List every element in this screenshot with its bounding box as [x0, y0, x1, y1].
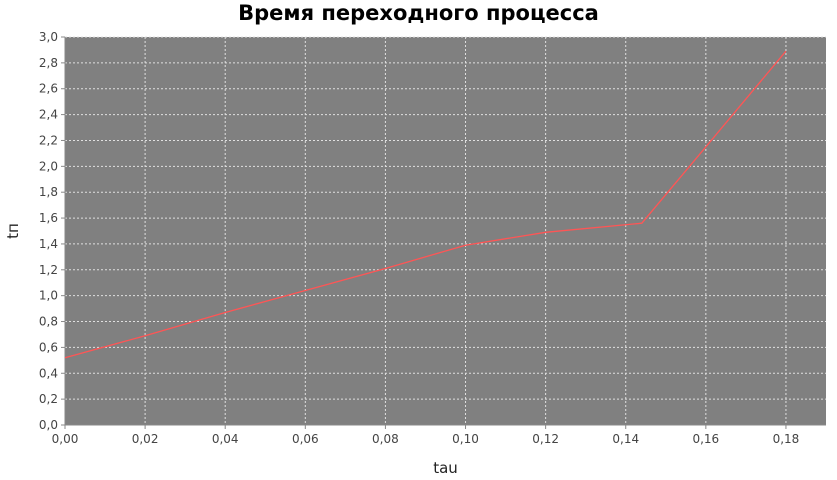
- y-tick-label: 0,6: [39, 340, 58, 354]
- grid-lines: [65, 36, 826, 425]
- x-tick-label: 0,14: [612, 432, 639, 446]
- x-tick-label: 0,06: [292, 432, 319, 446]
- y-tick-label: 2,8: [39, 56, 58, 70]
- y-tick-label: 0,2: [39, 392, 58, 406]
- plot-area: [65, 37, 826, 425]
- y-tick-label: 0,0: [39, 418, 58, 432]
- x-tick-label: 0,10: [452, 432, 479, 446]
- y-tick-label: 1,0: [39, 289, 58, 303]
- series-layer: [64, 50, 787, 359]
- y-tick-label: 0,8: [39, 315, 58, 329]
- x-tick-label: 0,18: [773, 432, 800, 446]
- x-tick-label: 0,00: [52, 432, 79, 446]
- chart-title: Время переходного процесса: [238, 1, 599, 25]
- x-tick-label: 0,16: [692, 432, 719, 446]
- y-tick-label: 2,4: [39, 108, 58, 122]
- series-line: [64, 50, 787, 359]
- y-tick-label: 1,8: [39, 185, 58, 199]
- x-tick-label: 0,12: [532, 432, 559, 446]
- x-axis-label: tau: [433, 459, 458, 477]
- y-tick-label: 2,6: [39, 82, 58, 96]
- y-tick-label: 2,0: [39, 159, 58, 173]
- y-tick-label: 3,0: [39, 30, 58, 44]
- y-tick-label: 0,4: [39, 366, 58, 380]
- y-tick-label: 1,4: [39, 237, 58, 251]
- x-tick-label: 0,04: [212, 432, 239, 446]
- y-axis-label: tп: [4, 223, 22, 239]
- x-tick-label: 0,02: [132, 432, 159, 446]
- x-tick-label: 0,08: [372, 432, 399, 446]
- y-tick-label: 1,2: [39, 263, 58, 277]
- y-tick-label: 2,2: [39, 133, 58, 147]
- axes: 0,00 0,02 0,04 0,06 0,08 0,10 0,12 0,14 0,16 0,18…: [39, 30, 826, 446]
- y-tick-label: 1,6: [39, 211, 58, 225]
